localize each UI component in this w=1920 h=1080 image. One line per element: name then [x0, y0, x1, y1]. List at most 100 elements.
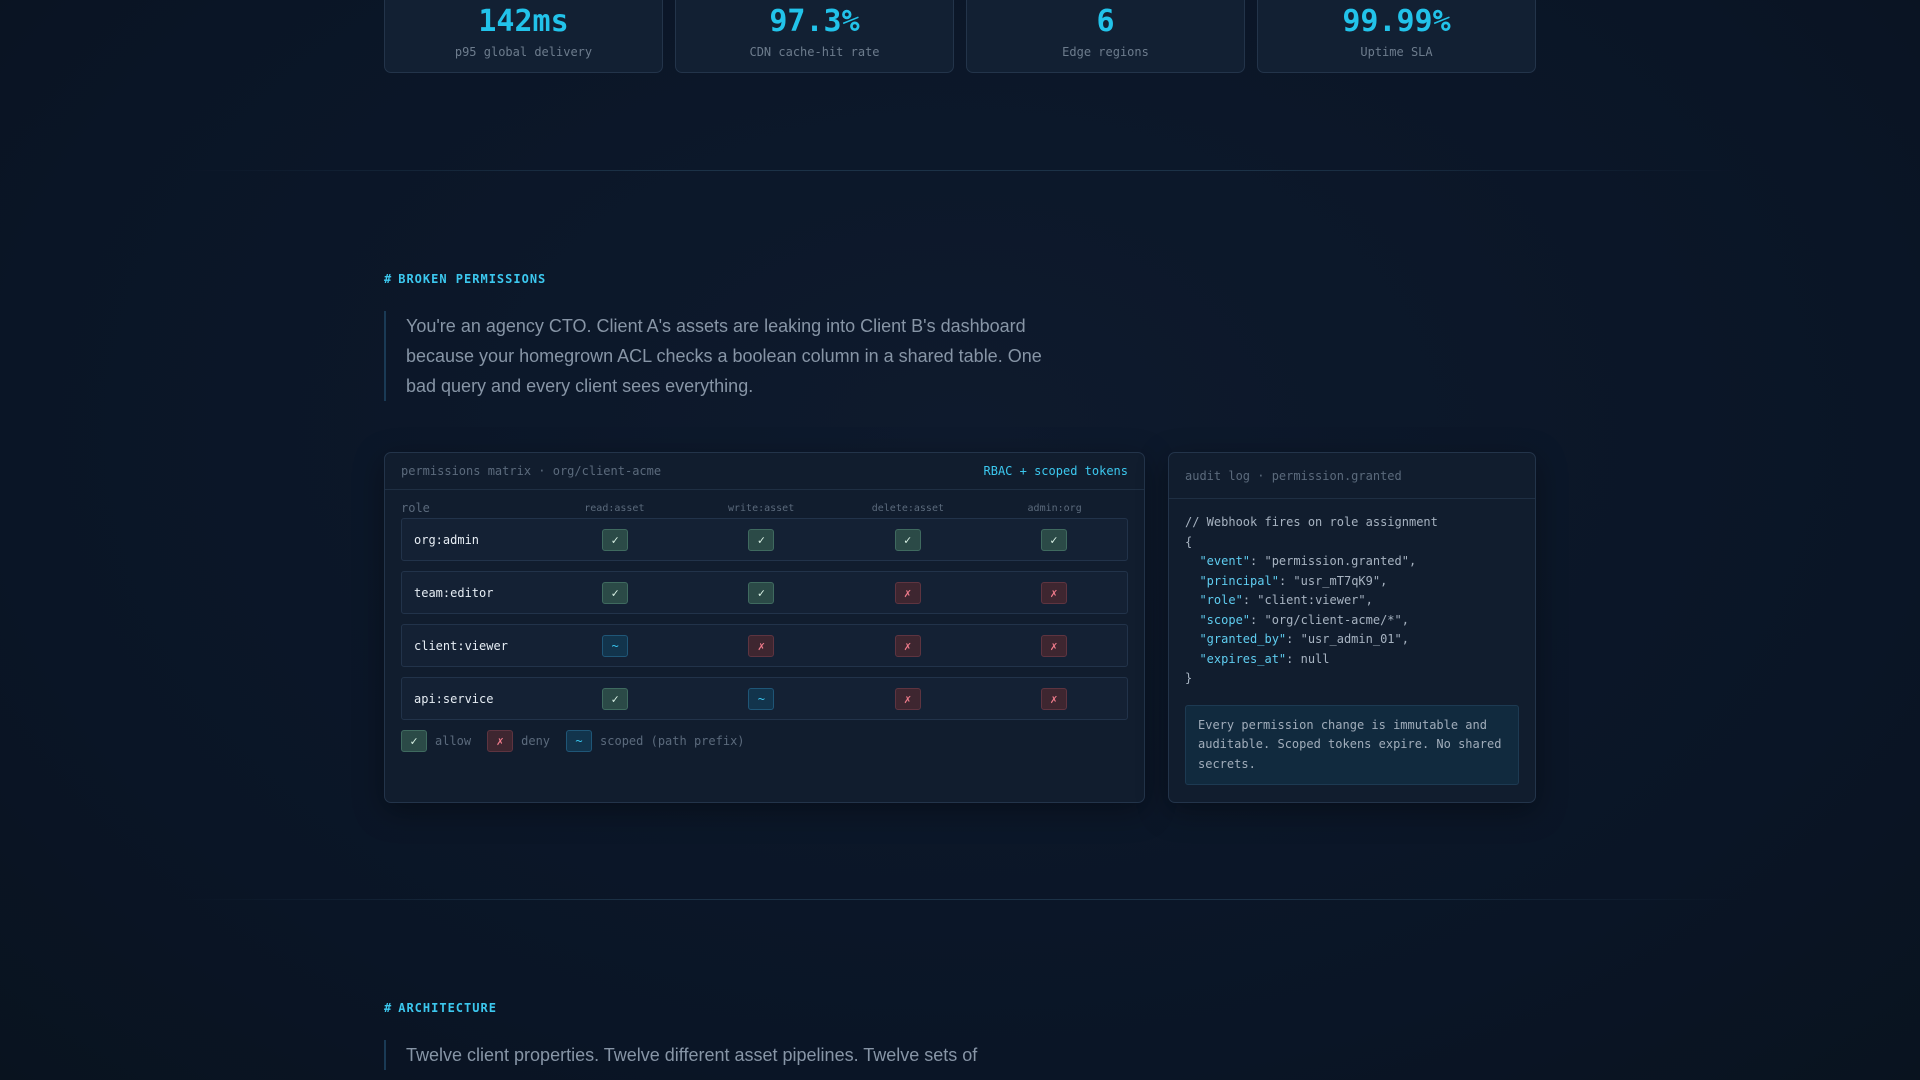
- code-line: "principal": "usr_mT7qK9",: [1185, 572, 1519, 592]
- json-separator: :: [1250, 612, 1265, 627]
- matrix-rows: org:admin ✓ ✓ ✓ ✓ team:editor ✓ ✓ ✗ ✗ client:viewe…: [401, 518, 1128, 720]
- code-line: "scope": "org/client-acme/*",: [1185, 611, 1519, 631]
- permissions-quote: You're an agency CTO. Client A's assets …: [384, 311, 1066, 401]
- hash-glyph: #: [384, 1001, 393, 1015]
- permission-cell: ✓: [688, 528, 834, 551]
- legend-label: deny: [521, 734, 551, 748]
- code-line: "role": "client:viewer",: [1185, 591, 1519, 611]
- section-divider: [180, 170, 1740, 171]
- deny-icon: ✗: [1040, 581, 1067, 604]
- role-header: role: [401, 501, 430, 515]
- code-line: "expires_at": null: [1185, 650, 1519, 670]
- allow-icon: ✓: [602, 581, 629, 604]
- matrix-row: team:editor ✓ ✓ ✗ ✗: [401, 571, 1128, 614]
- stat-value: 142ms: [478, 4, 569, 39]
- permission-cell: ~: [542, 634, 688, 657]
- matrix-row: client:viewer ~ ✗ ✗ ✗: [401, 624, 1128, 667]
- matrix-table: role read:asset write:asset delete:asset…: [385, 490, 1144, 752]
- json-value: "permission.granted",: [1264, 554, 1417, 568]
- permission-cell: ✓: [542, 528, 688, 551]
- panel-header: permissions matrix · org/client-acme RBA…: [385, 453, 1144, 490]
- permission-cell: ✗: [981, 687, 1127, 710]
- deny-icon: ✗: [1040, 687, 1067, 710]
- json-separator: :: [1286, 632, 1301, 646]
- panel-title: audit log · permission.granted: [1185, 468, 1402, 483]
- indent: [1185, 632, 1199, 646]
- permission-cell: ✗: [835, 687, 981, 710]
- scoped-icon: ~: [602, 634, 629, 657]
- stat-value: 97.3%: [769, 4, 860, 39]
- code-line: "granted_by": "usr_admin_01",: [1185, 630, 1519, 650]
- deny-icon: ✗: [894, 634, 921, 657]
- deny-icon: ✗: [487, 730, 514, 752]
- section-title: BROKEN PERMISSIONS: [398, 272, 547, 286]
- permission-cell: ~: [688, 687, 834, 710]
- allow-icon: ✓: [748, 528, 775, 551]
- allow-icon: ✓: [894, 528, 921, 551]
- architecture-quote: Twelve client properties. Twelve differe…: [384, 1040, 1066, 1070]
- allow-icon: ✓: [1040, 528, 1067, 551]
- section-title: ARCHITECTURE: [398, 1001, 497, 1015]
- section-divider: [180, 899, 1740, 900]
- matrix-row: api:service ✓ ~ ✗ ✗: [401, 677, 1128, 720]
- column-header: write:asset: [728, 502, 795, 514]
- json-value: "org/client-acme/*",: [1264, 612, 1409, 627]
- panel-header: audit log · permission.granted: [1169, 453, 1535, 499]
- rbac-badge: RBAC + scoped tokens: [983, 464, 1129, 478]
- allow-icon: ✓: [748, 581, 775, 604]
- role-name: api:service: [414, 691, 494, 706]
- code-line: }: [1185, 669, 1519, 689]
- code-line: "event": "permission.granted",: [1185, 552, 1519, 572]
- indent: [1185, 652, 1199, 666]
- json-separator: :: [1242, 593, 1258, 607]
- column-header: admin:org: [1027, 502, 1082, 514]
- json-key: "event": [1199, 554, 1251, 568]
- json-separator: :: [1250, 554, 1265, 568]
- permission-cell: ✓: [688, 581, 834, 604]
- deny-icon: ✗: [1040, 634, 1067, 657]
- stat-value: 99.99%: [1342, 4, 1451, 39]
- allow-icon: ✓: [401, 730, 427, 752]
- json-key: "granted_by": [1199, 632, 1287, 646]
- column-header: delete:asset: [871, 502, 944, 514]
- stat-label: p95 global delivery: [454, 45, 593, 59]
- section-label-architecture: # ARCHITECTURE: [384, 1001, 497, 1015]
- scoped-icon: ~: [566, 730, 593, 752]
- deny-icon: ✗: [894, 581, 921, 604]
- json-value: "usr_mT7qK9",: [1293, 573, 1388, 588]
- json-key: "principal": [1199, 573, 1279, 588]
- matrix-header: role read:asset write:asset delete:asset…: [401, 498, 1128, 518]
- allow-icon: ✓: [602, 687, 629, 710]
- permission-cell: ✗: [688, 634, 834, 657]
- json-key: "expires_at": [1199, 651, 1287, 666]
- stat-label: Edge regions: [1062, 45, 1149, 59]
- stat-card: 97.3% CDN cache-hit rate: [675, 0, 954, 73]
- deny-icon: ✗: [748, 634, 775, 657]
- indent: [1185, 574, 1199, 588]
- json-separator: :: [1278, 573, 1294, 588]
- stat-label: Uptime SLA: [1360, 45, 1433, 59]
- permission-cell: ✗: [981, 634, 1127, 657]
- legend-label: allow: [435, 734, 472, 748]
- role-name: org:admin: [414, 532, 480, 547]
- deny-icon: ✗: [894, 687, 921, 710]
- stat-label: CDN cache-hit rate: [749, 45, 880, 59]
- permission-cell: ✓: [542, 687, 688, 710]
- legend-label: scoped (path prefix): [600, 734, 745, 748]
- permission-cell: ✗: [835, 634, 981, 657]
- json-value: "usr_admin_01",: [1300, 632, 1409, 646]
- allow-icon: ✓: [602, 528, 629, 551]
- close-brace: }: [1185, 671, 1193, 685]
- json-value: null: [1300, 651, 1330, 666]
- code-line: {: [1185, 533, 1519, 553]
- role-name: client:viewer: [414, 638, 508, 653]
- legend-item: ✓ allow: [401, 730, 471, 752]
- permission-cell: ✓: [835, 528, 981, 551]
- stat-card: 6 Edge regions: [966, 0, 1245, 73]
- permission-cell: ✓: [542, 581, 688, 604]
- stats-row: 142ms p95 global delivery 97.3% CDN cach…: [384, 0, 1536, 73]
- legend-item: ✗ deny: [487, 730, 550, 752]
- audit-note: Every permission change is immutable and…: [1185, 704, 1519, 785]
- open-brace: {: [1185, 534, 1193, 549]
